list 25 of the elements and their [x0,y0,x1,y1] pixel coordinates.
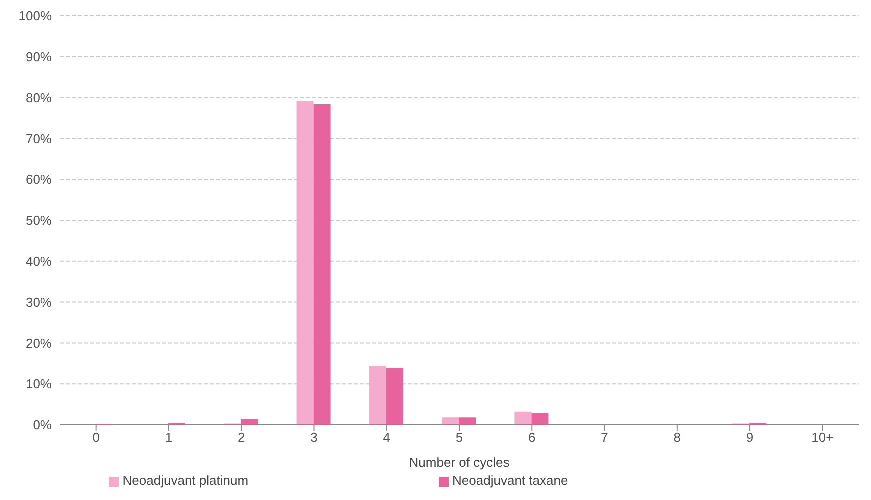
x-tick-label: 5 [456,430,464,446]
y-tick-label: 90% [26,50,52,65]
y-tick-label: 80% [26,90,52,106]
legend-label: Neoadjuvant platinum [122,473,249,488]
x-tick-label: 1 [165,430,173,446]
legend-label: Neoadjuvant taxane [452,473,568,488]
x-tick-label: 3 [310,430,318,446]
x-tick-label: 8 [674,430,682,446]
x-tick-label: 0 [92,430,100,446]
x-tick-label: 4 [383,430,390,446]
x-tick-label: 7 [601,430,608,446]
y-tick-label: 60% [26,172,52,188]
y-tick-label: 0% [33,418,52,433]
y-tick-label: 70% [26,131,52,146]
y-tick-label: 100% [18,8,52,24]
y-tick-label: 50% [26,213,52,228]
y-tick-label: 20% [26,336,52,351]
x-tick-label: 6 [528,430,536,446]
y-tick-label: 30% [26,294,52,310]
x-axis-title: Number of cycles [409,455,510,470]
y-tick-label: 40% [26,254,52,270]
y-tick-label: 10% [26,376,52,392]
x-tick-label: 10+ [812,430,834,446]
x-tick-label: 9 [746,430,754,446]
x-tick-label: 2 [238,430,246,446]
